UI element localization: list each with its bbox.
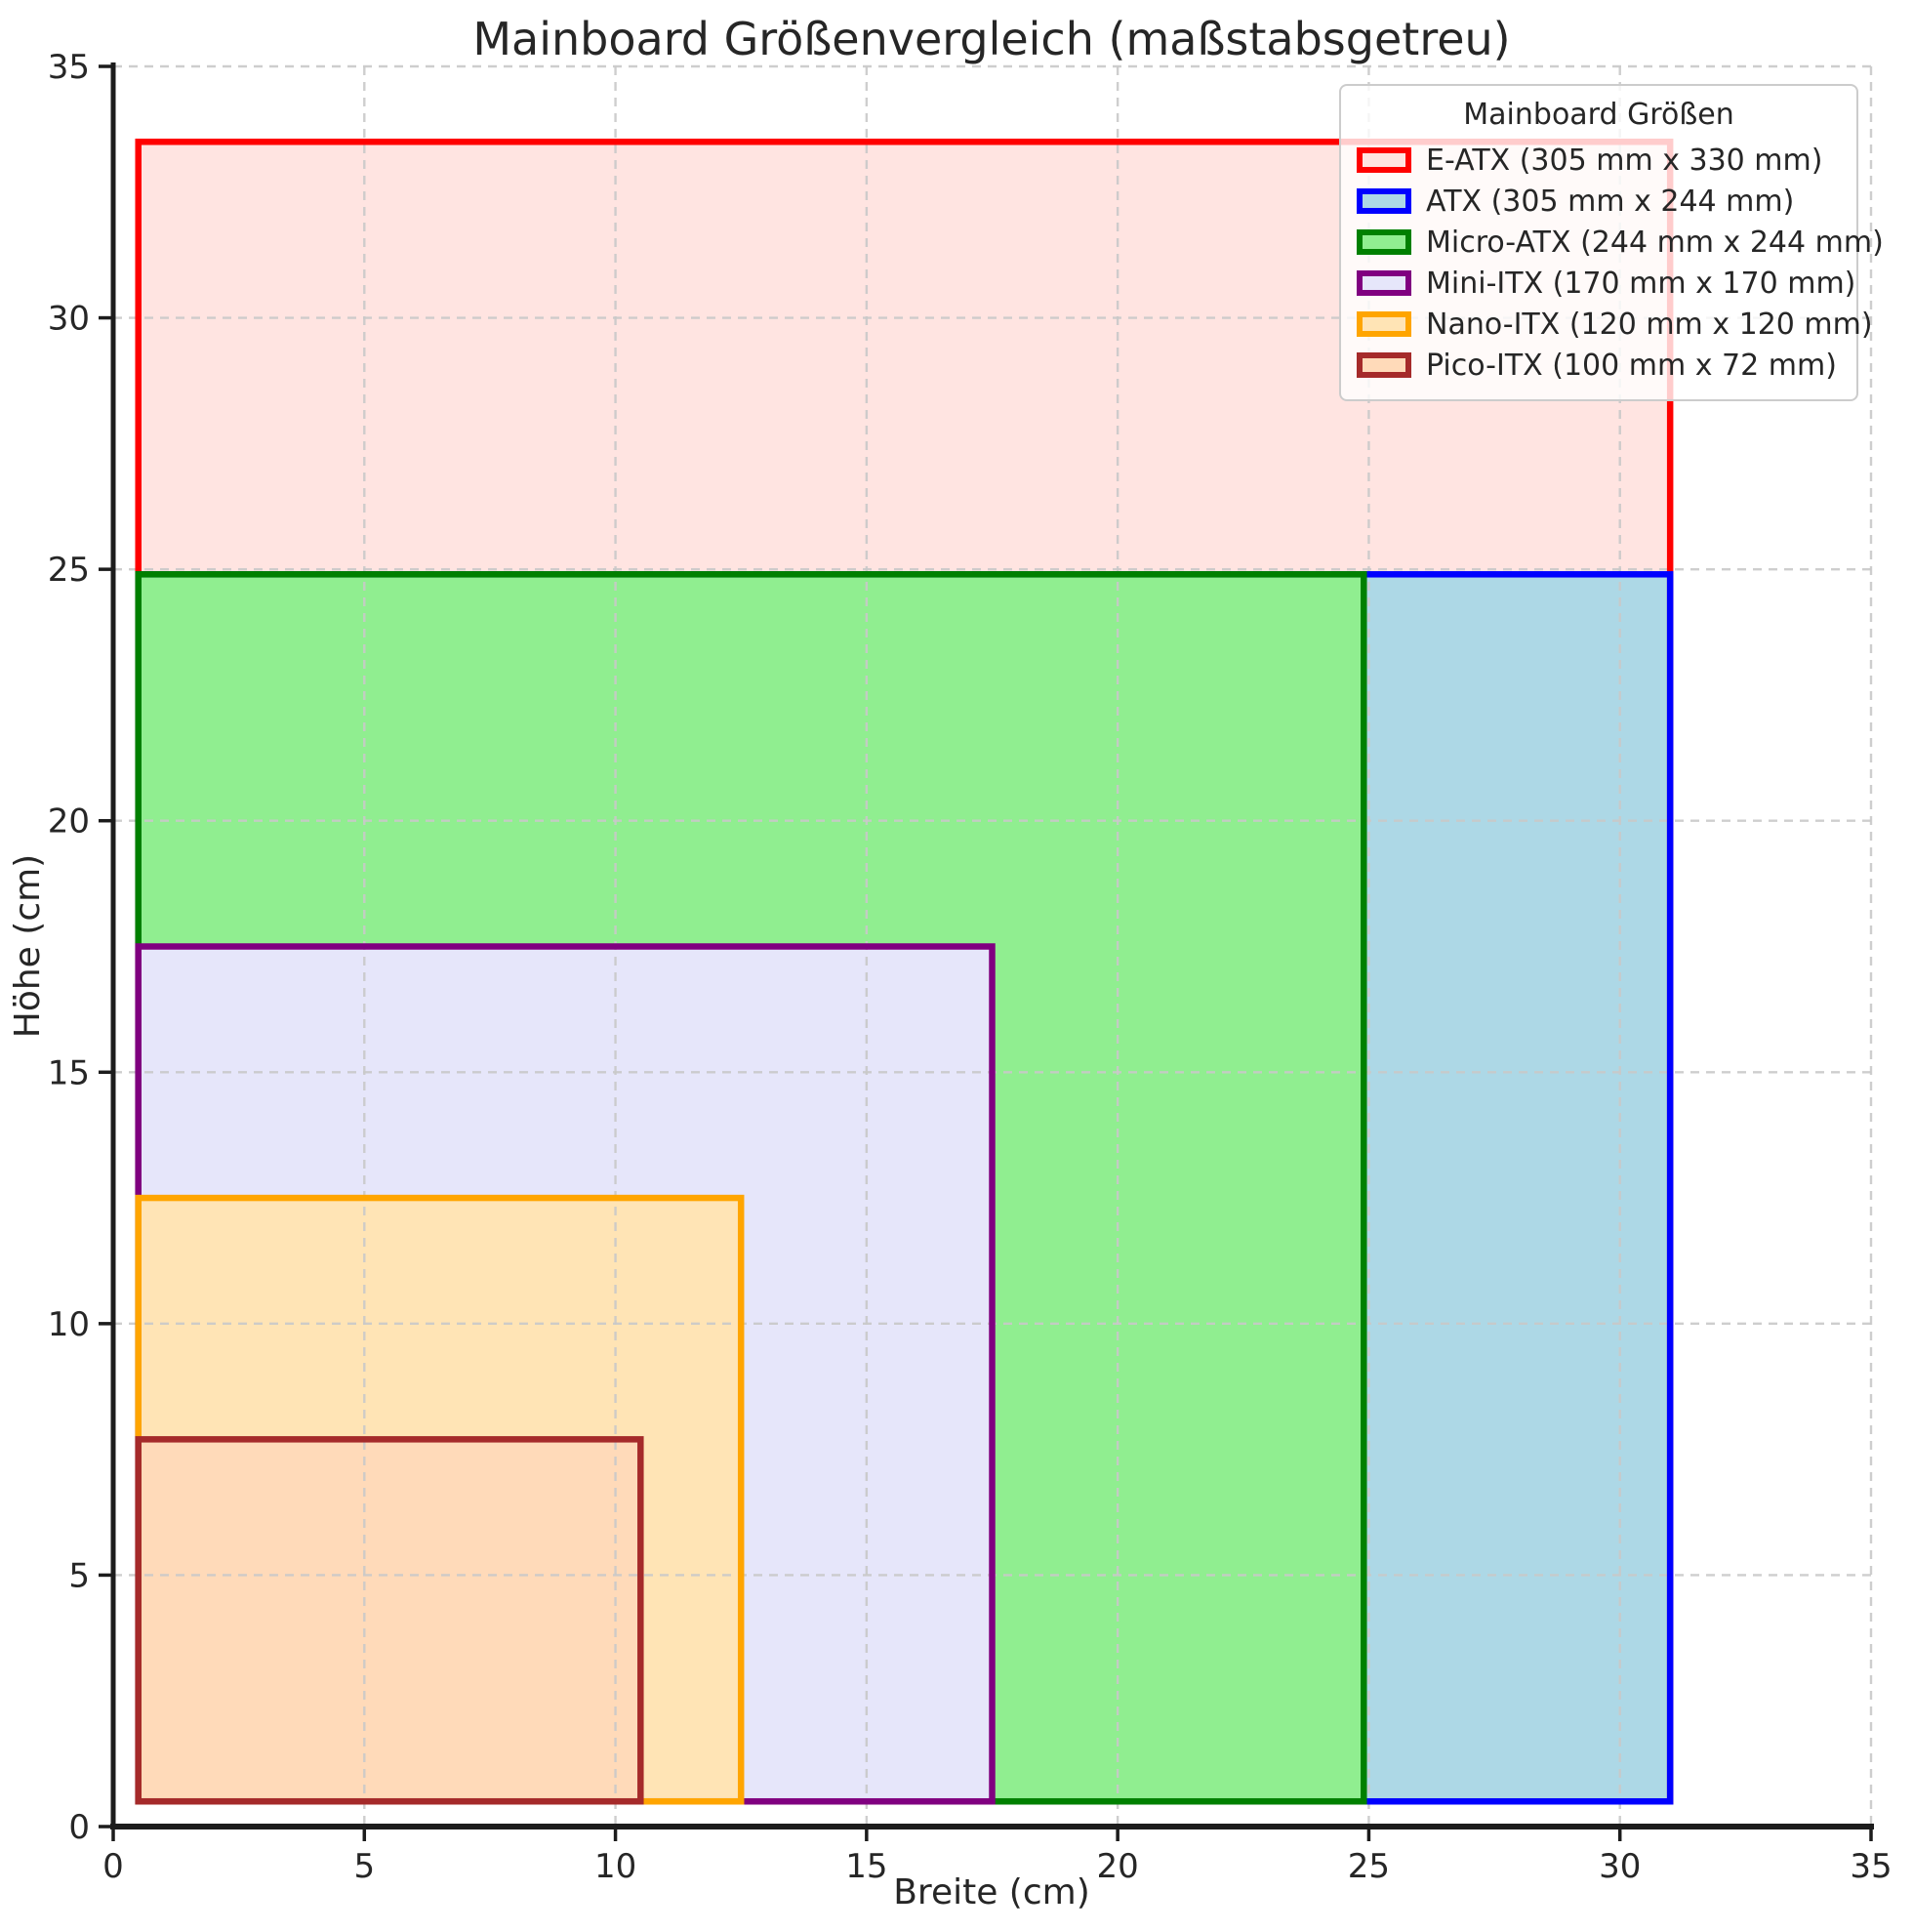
legend-swatch-e-atx bbox=[1357, 147, 1411, 173]
legend-label-e-atx: E-ATX (305 mm x 330 mm) bbox=[1426, 143, 1823, 178]
x-tick-label-5: 5 bbox=[353, 1847, 375, 1886]
y-tick-label-20: 20 bbox=[48, 802, 90, 842]
y-tick-label-15: 15 bbox=[48, 1053, 90, 1092]
x-tick-label-15: 15 bbox=[845, 1847, 887, 1886]
legend-items: E-ATX (305 mm x 330 mm) ATX (305 mm x 244… bbox=[1357, 140, 1884, 386]
x-tick-label-10: 10 bbox=[594, 1847, 636, 1886]
board-fill-pico-itx bbox=[138, 1439, 641, 1802]
y-tick-label-10: 10 bbox=[48, 1305, 90, 1344]
y-tick-label-30: 30 bbox=[48, 300, 90, 339]
legend-label-atx: ATX (305 mm x 244 mm) bbox=[1426, 184, 1795, 219]
board-fill-layer bbox=[138, 142, 1671, 1802]
legend-item-atx: ATX (305 mm x 244 mm) bbox=[1357, 181, 1841, 222]
x-axis-label: Breite (cm) bbox=[893, 1872, 1090, 1912]
legend-label-mini-itx: Mini-ITX (170 mm x 170 mm) bbox=[1426, 266, 1856, 301]
board-edge-pico-itx bbox=[135, 1436, 644, 1805]
x-tick-label-25: 25 bbox=[1348, 1847, 1390, 1886]
legend-item-pico-itx: Pico-ITX (100 mm x 72 mm) bbox=[1357, 345, 1841, 386]
legend-item-nano-itx: Nano-ITX (120 mm x 120 mm) bbox=[1357, 304, 1873, 345]
legend-item-e-atx: E-ATX (305 mm x 330 mm) bbox=[1357, 140, 1841, 181]
chart-title: Mainboard Größenvergleich (maßstabsgetre… bbox=[472, 13, 1510, 65]
legend-label-pico-itx: Pico-ITX (100 mm x 72 mm) bbox=[1426, 348, 1837, 383]
y-tick-label-25: 25 bbox=[48, 551, 90, 590]
legend-swatch-nano-itx bbox=[1357, 311, 1411, 337]
legend-item-micro-atx: Micro-ATX (244 mm x 244 mm) bbox=[1357, 222, 1884, 263]
board-edge-layer bbox=[135, 139, 1674, 1805]
legend-swatch-atx bbox=[1357, 188, 1411, 214]
x-tick-label-35: 35 bbox=[1850, 1847, 1892, 1886]
legend-title: Mainboard Größen bbox=[1463, 98, 1734, 132]
legend-swatch-micro-atx bbox=[1357, 229, 1411, 255]
x-tick-label-0: 0 bbox=[102, 1847, 124, 1886]
legend-swatch-pico-itx bbox=[1357, 352, 1411, 378]
legend-swatch-mini-itx bbox=[1357, 270, 1411, 296]
axes-layer: 0 5 10 15 20 25 30 35 0 5 10 15 20 25 30 35 bbox=[48, 48, 1893, 1886]
y-tick-label-0: 0 bbox=[68, 1808, 90, 1847]
y-tick-label-35: 35 bbox=[48, 48, 90, 87]
y-axis-label: Höhe (cm) bbox=[8, 854, 48, 1038]
x-tick-label-30: 30 bbox=[1599, 1847, 1641, 1886]
legend-item-mini-itx: Mini-ITX (170 mm x 170 mm) bbox=[1357, 263, 1855, 304]
legend-label-nano-itx: Nano-ITX (120 mm x 120 mm) bbox=[1426, 307, 1873, 342]
y-tick-label-5: 5 bbox=[68, 1556, 90, 1595]
legend-label-micro-atx: Micro-ATX (244 mm x 244 mm) bbox=[1426, 225, 1884, 260]
x-tick-label-20: 20 bbox=[1097, 1847, 1139, 1886]
legend: Mainboard Größen E-ATX (305 mm x 330 mm)… bbox=[1339, 84, 1884, 401]
